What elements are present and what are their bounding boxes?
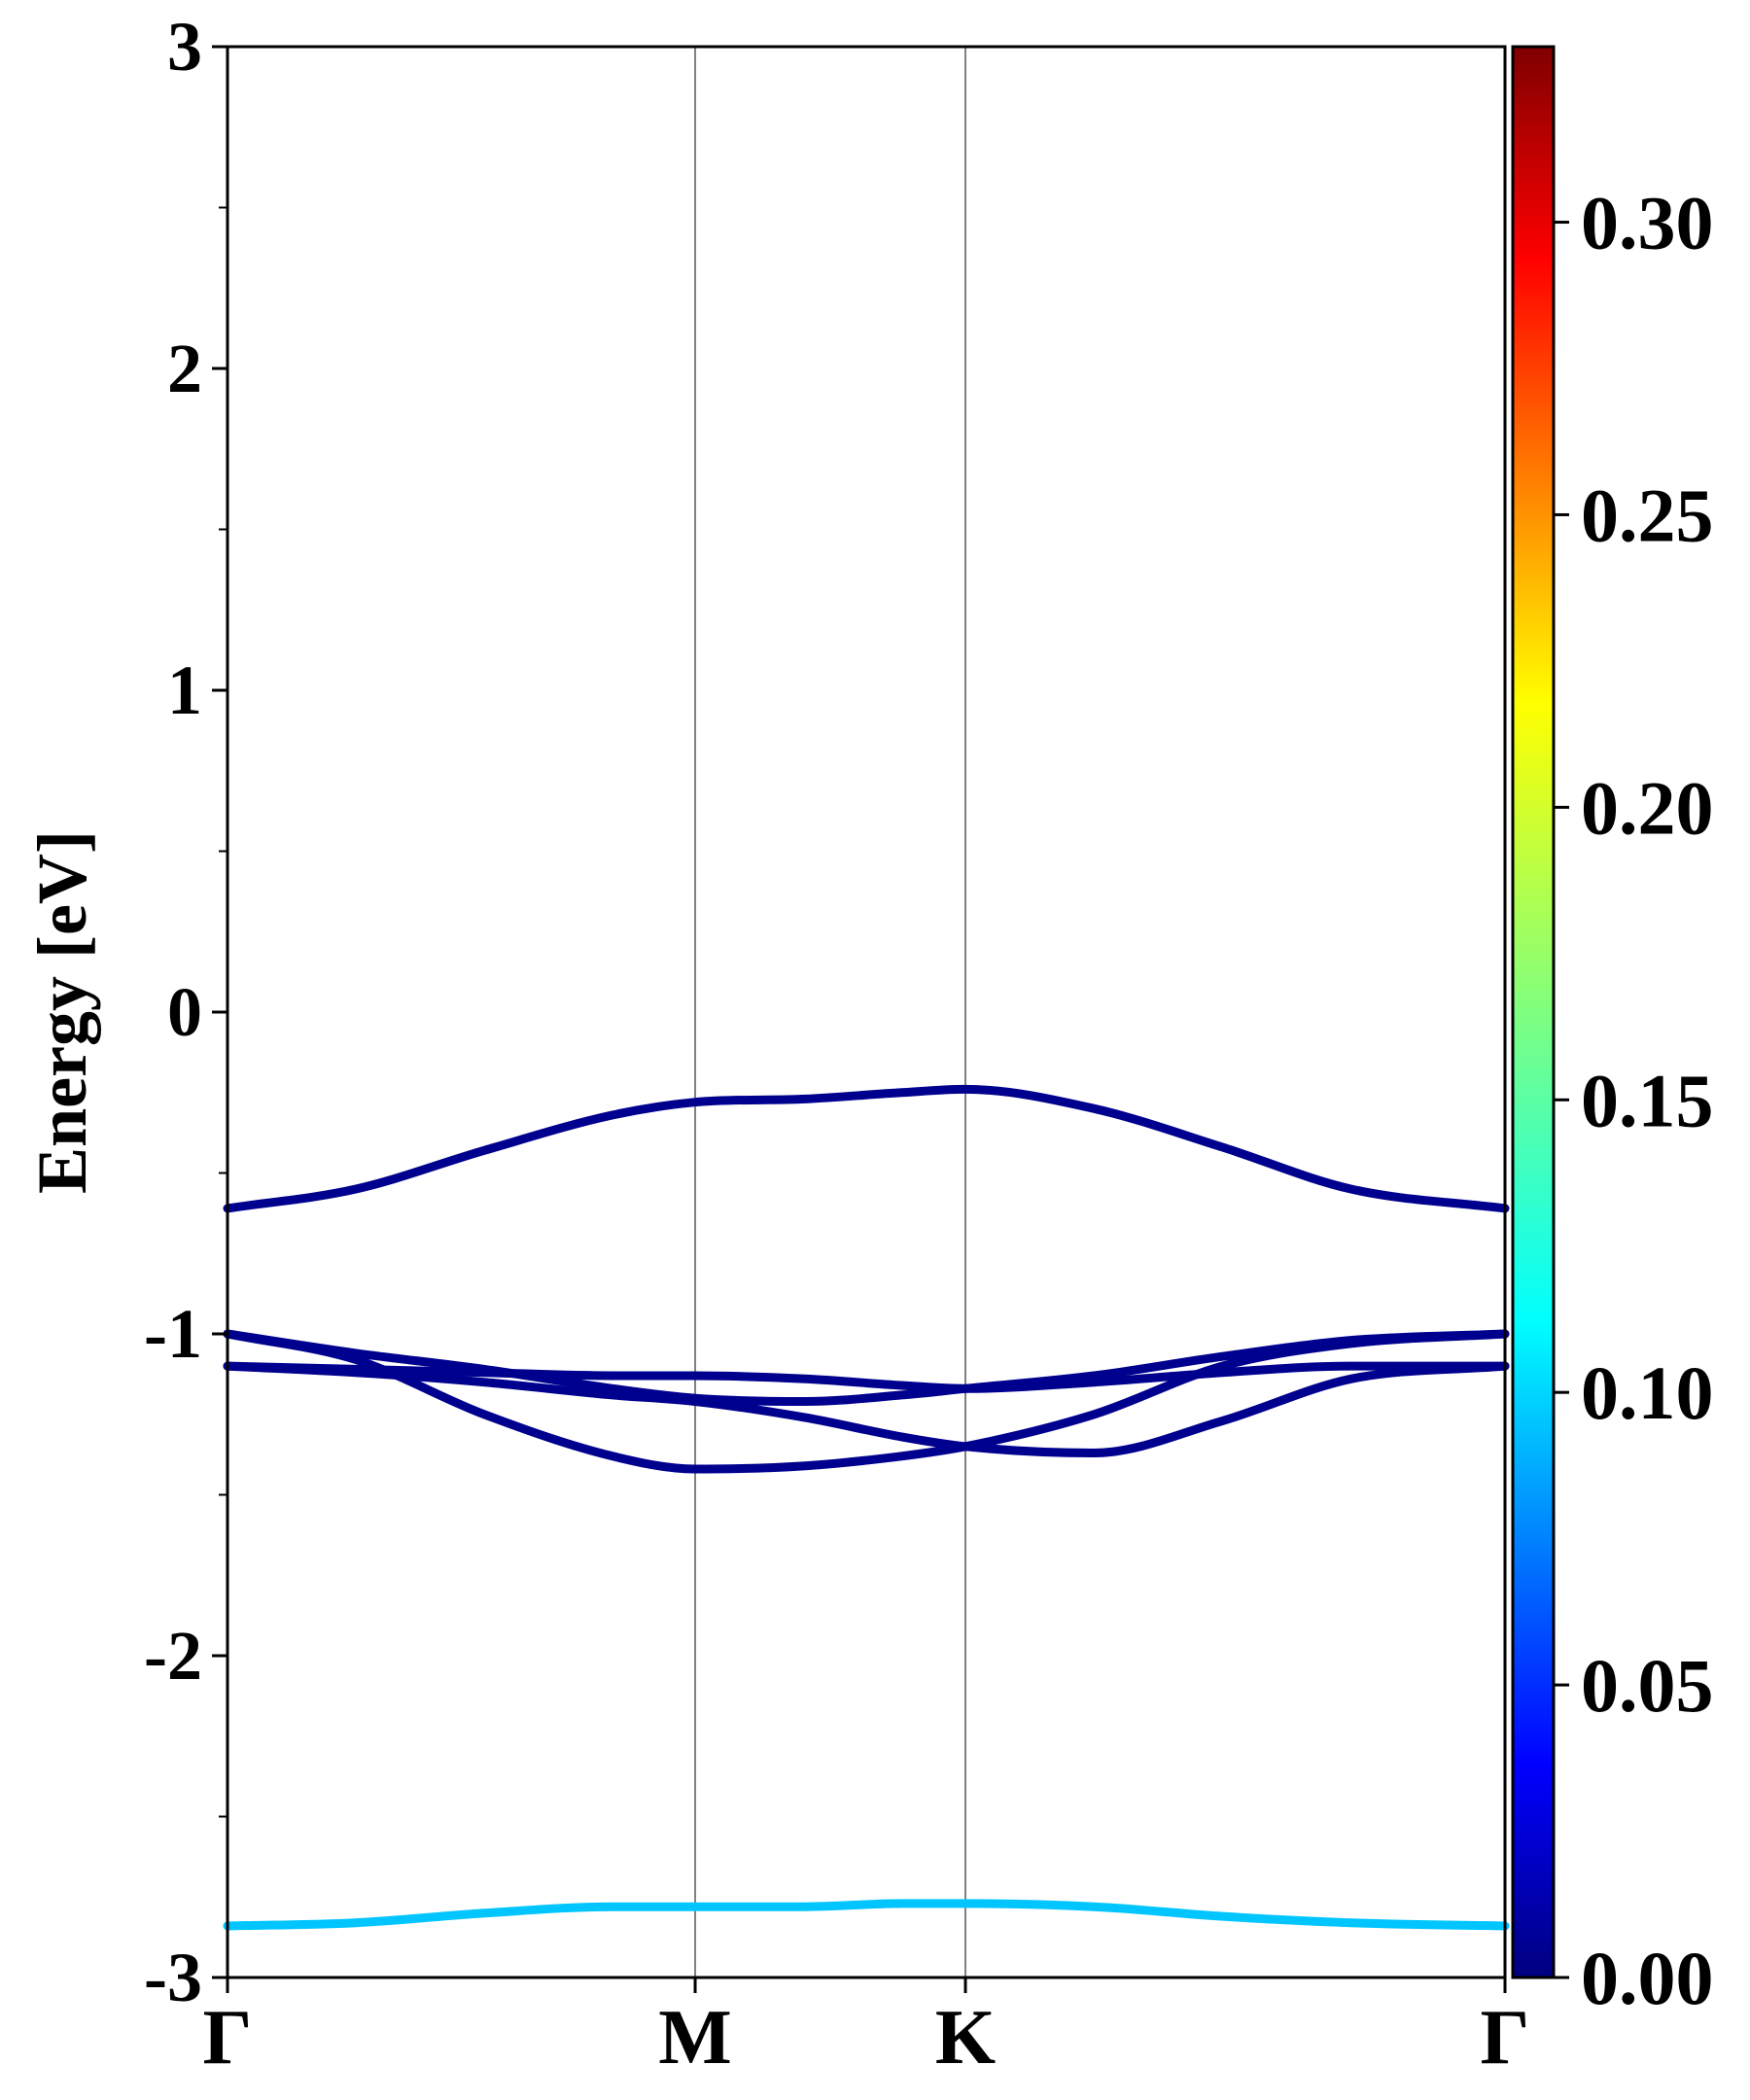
x-tick-label: Γ bbox=[203, 1995, 253, 2081]
y-tick-label: 2 bbox=[167, 330, 202, 407]
y-tick-label: 0 bbox=[167, 973, 202, 1051]
plot-frame bbox=[226, 45, 1507, 1979]
colorbar-ticks: 0.00 0.05 0.10 0.15 0.20 0.25 0.30 bbox=[1554, 181, 1714, 2020]
y-tick-label: -3 bbox=[144, 1939, 202, 2016]
colorbar bbox=[1511, 45, 1556, 1979]
colorbar-tick-label: 0.05 bbox=[1581, 1643, 1714, 1728]
colorbar-tick-label: 0.30 bbox=[1581, 181, 1714, 265]
y-tick-label: 1 bbox=[167, 651, 202, 729]
y-tick-label: -2 bbox=[144, 1617, 202, 1695]
colorbar-tick-label: 0.00 bbox=[1581, 1936, 1714, 2020]
colorbar-tick-label: 0.15 bbox=[1581, 1058, 1714, 1142]
colorbar-tick-label: 0.25 bbox=[1581, 472, 1714, 557]
band-4 bbox=[223, 1329, 1510, 1474]
band-1 bbox=[223, 1084, 1510, 1213]
band-lines bbox=[223, 1084, 1510, 1931]
colorbar-tick-label: 0.10 bbox=[1581, 1350, 1714, 1435]
band-3 bbox=[223, 1361, 1510, 1393]
colorbar-tick-label: 0.20 bbox=[1581, 765, 1714, 850]
band-5 bbox=[223, 1361, 1510, 1458]
x-tick-label: Γ bbox=[1481, 1995, 1530, 2081]
x-tick-label: M bbox=[658, 1995, 732, 2081]
high-symmetry-lines bbox=[694, 47, 967, 1978]
band-6 bbox=[223, 1899, 1510, 1931]
y-tick-label: 3 bbox=[167, 8, 202, 86]
x-tick-label: K bbox=[935, 1995, 996, 2081]
y-tick-label: -1 bbox=[144, 1295, 202, 1373]
y-axis-ticks: 3 2 1 0 -1 -2 -3 bbox=[144, 8, 228, 2016]
y-axis-label: Energy [eV] bbox=[23, 830, 101, 1194]
band-2 bbox=[223, 1329, 1510, 1407]
